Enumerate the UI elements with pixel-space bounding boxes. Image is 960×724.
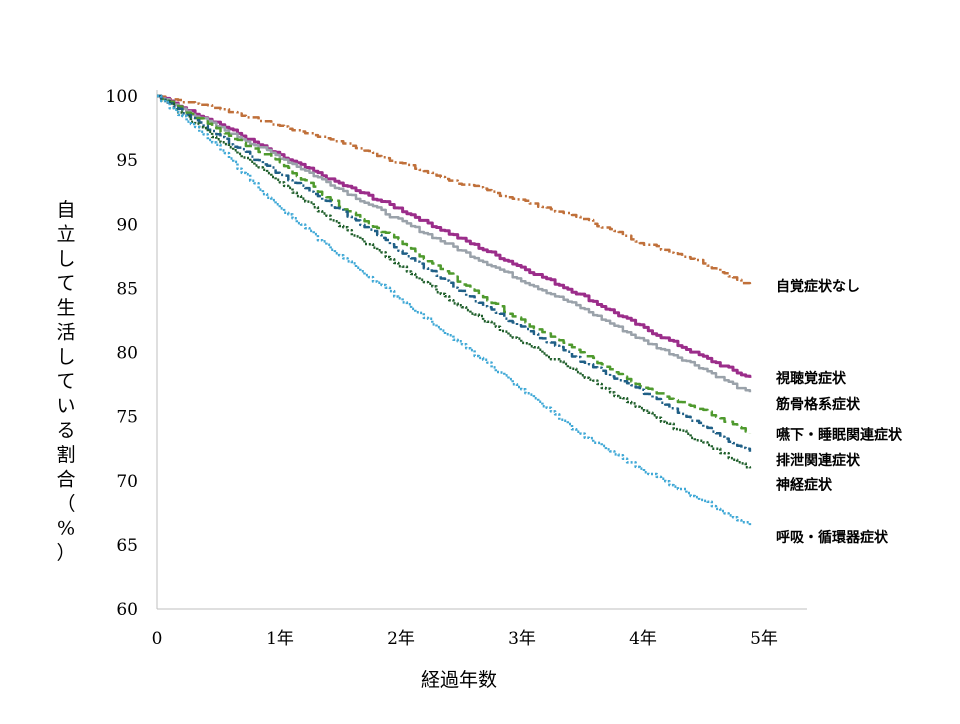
x-axis-label: 経過年数 [421, 669, 497, 691]
series-label: 神経症状 [776, 477, 833, 494]
y-axis-label-char: し [56, 248, 75, 270]
x-tick-labels: 0 1年 2年 3年 4年 5年 [152, 629, 778, 649]
series-label: 排泄関連症状 [776, 452, 861, 469]
series-line [157, 94, 752, 526]
x-tick-label: 1年 [266, 629, 294, 649]
series-labels: 自覚症状なし視聴覚症状筋骨格系症状嚥下・睡眠関連症状排泄関連症状神経症状呼吸・循… [775, 278, 903, 546]
y-axis-label-char: 生 [56, 297, 75, 319]
y-axis-label-char: て [56, 273, 75, 295]
y-tick-label: 70 [116, 472, 138, 492]
series-label: 筋骨格系症状 [776, 396, 861, 413]
y-axis-label-char: て [56, 371, 75, 393]
y-axis-label-char: % [57, 518, 75, 540]
y-axis-label-char: い [56, 395, 75, 417]
x-tick-label: 5年 [750, 629, 778, 649]
series-label: 視聴覚症状 [775, 370, 847, 387]
y-tick-label: 75 [116, 408, 138, 428]
y-axis-label-char: 割 [56, 444, 75, 466]
y-tick-label: 90 [116, 215, 138, 235]
series-line [157, 94, 752, 378]
series-line [157, 94, 752, 434]
y-axis-label-char: る [56, 420, 75, 442]
y-tick-label: 85 [116, 279, 138, 299]
series-line [157, 94, 752, 452]
x-tick-label: 0 [152, 629, 163, 649]
y-tick-label: 95 [116, 151, 138, 171]
y-axis-label-char: （ [56, 493, 75, 515]
y-axis-label-char: 合 [56, 469, 75, 491]
y-axis-label-char: ） [56, 542, 75, 564]
x-tick-label: 2年 [387, 629, 415, 649]
y-axis-label-char: 自 [56, 199, 75, 221]
x-tick-label: 3年 [508, 629, 536, 649]
series-line [157, 94, 752, 469]
y-tick-label: 65 [116, 536, 138, 556]
x-tick-label: 4年 [629, 629, 657, 649]
series-label: 呼吸・循環器症状 [776, 529, 889, 546]
y-tick-labels: 60 65 70 75 80 85 90 95 100 [106, 87, 138, 620]
y-axis-label-char: 立 [56, 224, 75, 246]
series-label: 嚥下・睡眠関連症状 [776, 427, 903, 444]
y-tick-label: 60 [116, 600, 138, 620]
series-line [157, 94, 752, 393]
y-tick-label: 80 [116, 344, 138, 364]
y-tick-label: 100 [106, 87, 138, 107]
series-label: 自覚症状なし [776, 278, 860, 295]
series-line [157, 94, 752, 286]
y-axis-label-char: し [56, 346, 75, 368]
y-axis-label-char: 活 [56, 322, 75, 344]
series-lines [157, 94, 752, 526]
axes [156, 90, 807, 610]
